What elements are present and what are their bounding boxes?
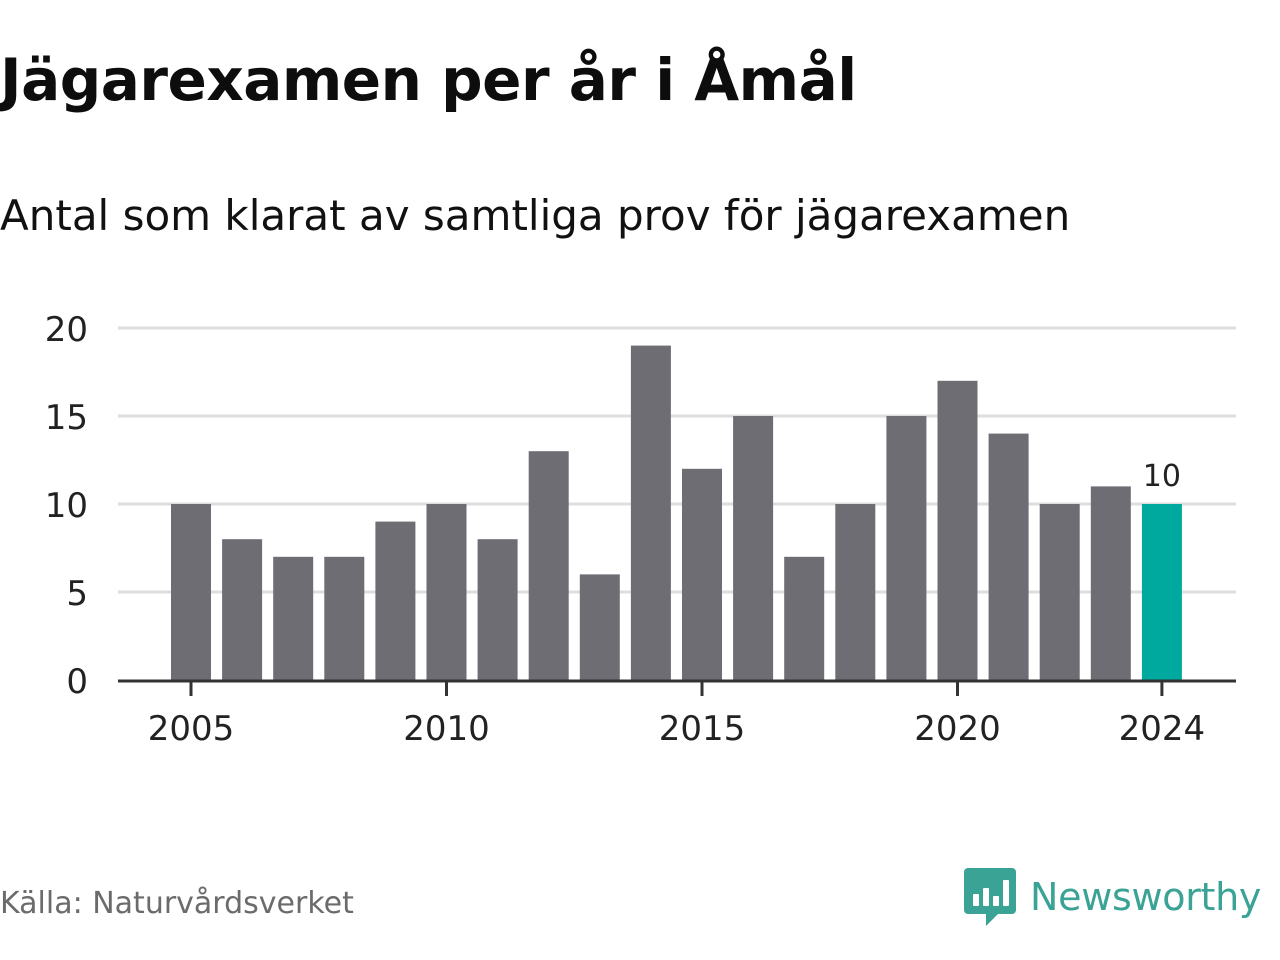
x-tick-label-2024: 2024: [1119, 709, 1206, 749]
bar-2013: [579, 574, 620, 680]
bar-2016: [733, 416, 774, 680]
bar-2010: [426, 504, 467, 680]
bar-2014: [630, 345, 671, 680]
x-axis-tick-labels: 2005 2010 2015 2020 2024: [148, 709, 1205, 749]
x-tick-label-2010: 2010: [403, 709, 490, 749]
x-axis: [118, 679, 1236, 696]
x-tick-label-2005: 2005: [148, 709, 235, 749]
newsworthy-brand: Newsworthy: [962, 862, 1280, 932]
newsworthy-logo-icon: [964, 868, 1016, 926]
data-labels: 10: [1143, 459, 1181, 494]
bar-2007: [273, 556, 314, 680]
bar-chart: 0 5 10 15 20 2005 2010 2015 2020 2024 10: [45, 310, 1236, 749]
bar-2011: [477, 539, 518, 680]
bar-2005: [171, 504, 211, 680]
bar-2024: [1141, 504, 1182, 680]
y-tick-label-20: 20: [45, 310, 88, 350]
brand-name: Newsworthy: [1030, 875, 1262, 919]
x-tick-label-2015: 2015: [659, 709, 746, 749]
bar-2023: [1090, 486, 1131, 680]
x-tick-label-2020: 2020: [914, 709, 1001, 749]
bar-2006: [222, 539, 263, 680]
data-label-2024: 10: [1143, 459, 1181, 494]
bar-2019: [886, 416, 927, 680]
bar-2012: [528, 451, 569, 680]
y-tick-label-10: 10: [45, 486, 88, 526]
bar-2009: [375, 521, 416, 680]
chart-title: Jägarexamen per år i Åmål: [0, 46, 857, 114]
bar-2018: [835, 504, 876, 680]
source-note: Källa: Naturvårdsverket: [0, 886, 354, 921]
y-axis-tick-labels: 0 5 10 15 20: [45, 310, 88, 702]
bars: [171, 345, 1182, 680]
bar-2020: [937, 380, 978, 680]
bar-2021: [988, 433, 1029, 680]
y-tick-label-0: 0: [66, 662, 88, 702]
bar-2015: [682, 468, 722, 680]
chart-subtitle: Antal som klarat av samtliga prov för jä…: [0, 191, 1071, 240]
y-tick-label-5: 5: [66, 574, 88, 614]
y-tick-label-15: 15: [45, 398, 88, 438]
bar-2022: [1039, 504, 1080, 680]
bar-2008: [324, 556, 365, 680]
bar-2017: [784, 556, 825, 680]
